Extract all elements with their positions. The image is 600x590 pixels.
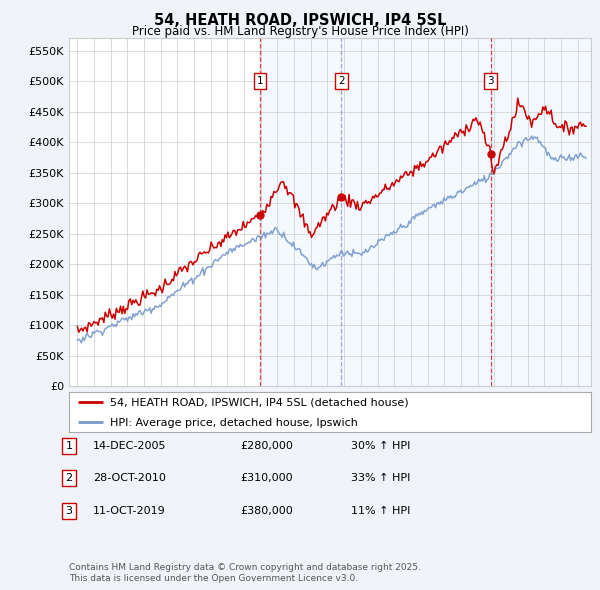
Text: £310,000: £310,000 [240,473,293,483]
Text: 11% ↑ HPI: 11% ↑ HPI [351,506,410,516]
Text: 2: 2 [338,76,344,86]
Bar [341,38,491,386]
Text: 14-DEC-2005: 14-DEC-2005 [93,441,167,451]
Text: 3: 3 [487,76,494,86]
Text: 54, HEATH ROAD, IPSWICH, IP4 5SL: 54, HEATH ROAD, IPSWICH, IP4 5SL [154,13,446,28]
Text: 11-OCT-2019: 11-OCT-2019 [93,506,166,516]
Text: 1: 1 [257,76,263,86]
Text: 54, HEATH ROAD, IPSWICH, IP4 5SL (detached house): 54, HEATH ROAD, IPSWICH, IP4 5SL (detach… [110,398,409,408]
Text: 2: 2 [65,473,73,483]
Bar [491,38,591,386]
Text: £380,000: £380,000 [240,506,293,516]
Text: 3: 3 [65,506,73,516]
Text: This data is licensed under the Open Government Licence v3.0.: This data is licensed under the Open Gov… [69,574,358,583]
Text: 33% ↑ HPI: 33% ↑ HPI [351,473,410,483]
Text: 1: 1 [65,441,73,451]
Text: HPI: Average price, detached house, Ipswich: HPI: Average price, detached house, Ipsw… [110,418,358,428]
Text: Price paid vs. HM Land Registry's House Price Index (HPI): Price paid vs. HM Land Registry's House … [131,25,469,38]
Bar [260,38,341,386]
Text: 30% ↑ HPI: 30% ↑ HPI [351,441,410,451]
Text: Contains HM Land Registry data © Crown copyright and database right 2025.: Contains HM Land Registry data © Crown c… [69,563,421,572]
Text: 28-OCT-2010: 28-OCT-2010 [93,473,166,483]
Text: £280,000: £280,000 [240,441,293,451]
